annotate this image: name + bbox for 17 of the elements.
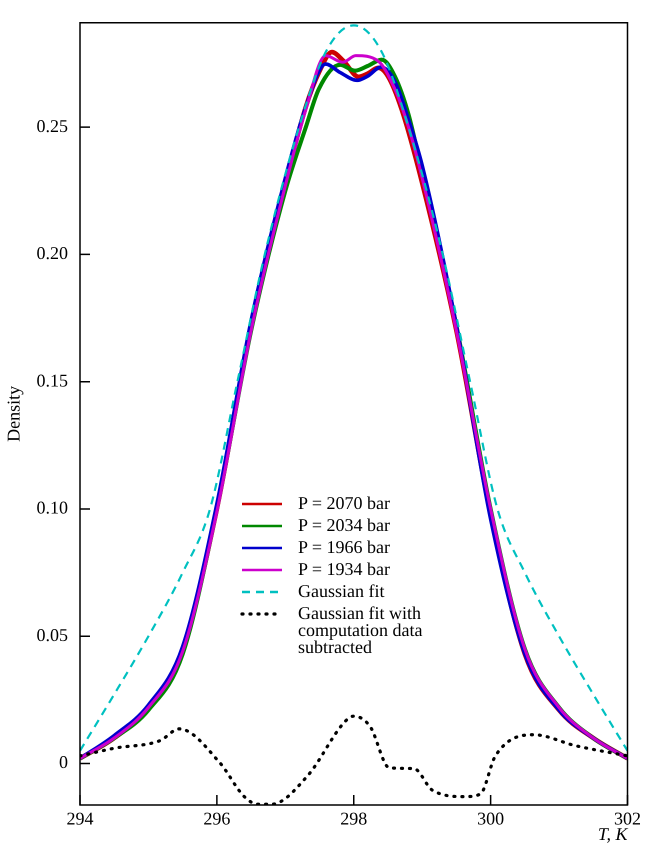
y-tick-label: 0.15 — [36, 370, 68, 390]
x-tick-label: 296 — [203, 808, 230, 829]
legend-label: P = 1966 bar — [298, 537, 391, 557]
y-tick-label: 0.25 — [36, 116, 68, 136]
x-tick-label: 298 — [340, 808, 368, 829]
legend-label: P = 1934 bar — [298, 559, 391, 579]
x-tick-label: 294 — [66, 808, 94, 829]
y-tick-label: 0.20 — [36, 243, 68, 264]
x-tick-label: 300 — [477, 808, 504, 829]
legend-label: P = 2070 bar — [298, 493, 391, 513]
legend-label: Gaussian fit with computation data subtracted — [298, 603, 424, 657]
y-tick-label: 0.05 — [36, 624, 68, 645]
y-tick-label: 0.10 — [36, 498, 68, 518]
y-tick-label: 0 — [59, 752, 68, 772]
y-axis-title: Density — [4, 386, 24, 442]
legend-label: Gaussian fit — [298, 581, 386, 601]
legend-label: P = 2034 bar — [298, 515, 391, 535]
